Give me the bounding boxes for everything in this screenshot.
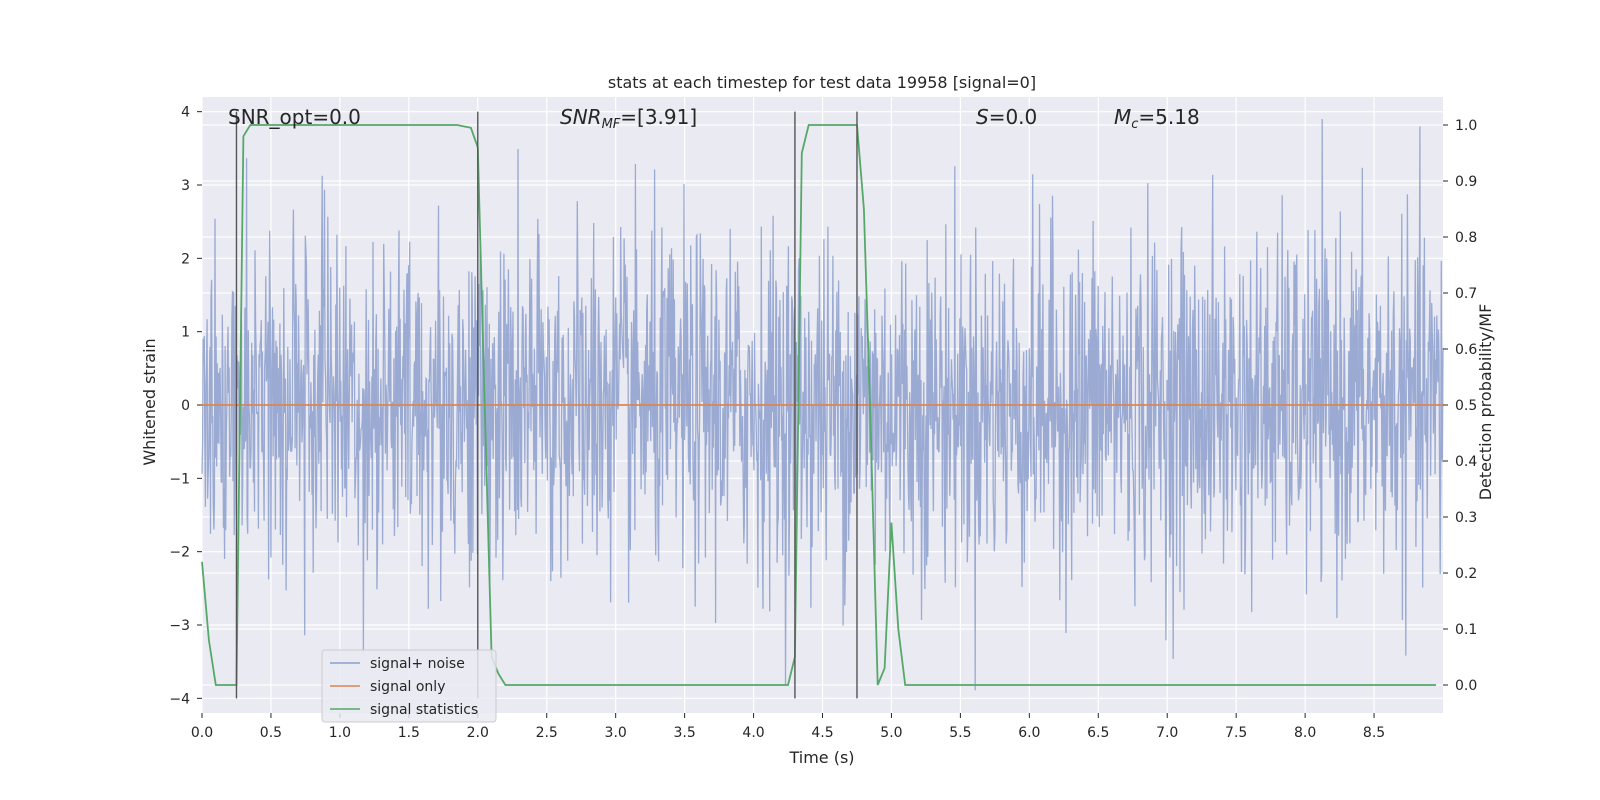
y-right-tick-label: 0.9 — [1455, 174, 1477, 190]
x-tick-label: 0.5 — [260, 725, 282, 741]
x-tick-label: 1.5 — [398, 725, 420, 741]
y-left-tick-label: 2 — [181, 251, 190, 267]
x-tick-label: 4.0 — [742, 725, 764, 741]
legend-label-signal-noise: signal+ noise — [370, 656, 465, 672]
x-tick-label: 2.5 — [536, 725, 558, 741]
legend: signal+ noise signal only signal statist… — [321, 649, 497, 723]
x-tick-label: 8.5 — [1363, 725, 1385, 741]
y-right-tick-label: 0.5 — [1455, 398, 1477, 414]
y-right-tick-label: 0.3 — [1455, 510, 1477, 526]
annotation-mc: Mc=5.18 — [1114, 105, 1200, 132]
x-tick-label: 4.5 — [811, 725, 833, 741]
annotation-snr-mf-sub: MF — [602, 117, 621, 132]
legend-label-signal-statistics: signal statistics — [370, 702, 478, 718]
y-left-tick-label: 4 — [181, 105, 190, 121]
marker-vlines — [235, 111, 858, 699]
x-tick-label: 0.0 — [191, 725, 213, 741]
x-tick-label: 1.0 — [329, 725, 351, 741]
x-tick-label: 3.5 — [673, 725, 695, 741]
x-tick-label: 2.0 — [467, 725, 489, 741]
x-tick-label: 7.0 — [1156, 725, 1178, 741]
annotation-snr-mf-label: SNR — [560, 105, 602, 129]
annotation-snr-mf: SNRMF=[3.91] — [560, 105, 697, 132]
data-series — [201, 124, 1443, 686]
annotation-mc-sub: c — [1131, 117, 1138, 132]
y-right-tick-label: 0.2 — [1455, 566, 1477, 582]
annotation-mc-label: M — [1114, 105, 1131, 129]
annotation-snr-mf-value: =[3.91] — [620, 105, 697, 129]
y-left-tick-label: −1 — [169, 471, 190, 487]
annotation-s-value: =0.0 — [989, 105, 1038, 129]
y-right-tick-label: 0.8 — [1455, 230, 1477, 246]
x-tick-label: 6.5 — [1087, 725, 1109, 741]
noise-series — [201, 118, 1444, 691]
x-tick-label: 8.0 — [1294, 725, 1316, 741]
axis-ticks: 0.0 0.5 1.0 1.5 2.0 2.5 3.0 3.5 4.0 4.5 5.0 5.5 6.0 6… — [169, 105, 1477, 741]
x-tick-label: 5.5 — [949, 725, 971, 741]
x-tick-label: 3.0 — [605, 725, 627, 741]
y-right-tick-label: 0.1 — [1455, 622, 1477, 638]
annotation-mc-value: =5.18 — [1138, 105, 1199, 129]
series-signal-noise — [201, 118, 1444, 691]
y-right-tick-label: 0.0 — [1455, 678, 1477, 694]
y-right-tick-label: 0.4 — [1455, 454, 1477, 470]
annotation-s: S=0.0 — [976, 105, 1037, 129]
legend-label-signal-only: signal only — [370, 679, 445, 695]
series-signal-statistics — [201, 124, 1437, 686]
annotation-s-label: S — [976, 105, 989, 129]
y-left-tick-label: −4 — [169, 691, 190, 707]
y-left-tick-label: 1 — [181, 325, 190, 341]
x-axis-label: Time (s) — [788, 748, 854, 767]
y-right-tick-label: 1.0 — [1455, 118, 1477, 134]
y-left-tick-label: 3 — [181, 178, 190, 194]
y-right-tick-label: 0.7 — [1455, 286, 1477, 302]
y-axis-left-label: Whitened strain — [140, 338, 159, 465]
y-right-tick-label: 0.6 — [1455, 342, 1477, 358]
y-axis-right-label: Detection probability/MF — [1476, 304, 1495, 501]
x-tick-label: 7.5 — [1225, 725, 1247, 741]
x-tick-label: 6.0 — [1018, 725, 1040, 741]
chart-title: stats at each timestep for test data 199… — [608, 73, 1036, 92]
y-left-tick-label: 0 — [181, 398, 190, 414]
y-left-tick-label: −3 — [169, 618, 190, 634]
x-tick-label: 5.0 — [880, 725, 902, 741]
legend-box — [321, 649, 497, 723]
annotation-snr-opt: SNR_opt=0.0 — [228, 105, 361, 129]
y-left-tick-label: −2 — [169, 545, 190, 561]
